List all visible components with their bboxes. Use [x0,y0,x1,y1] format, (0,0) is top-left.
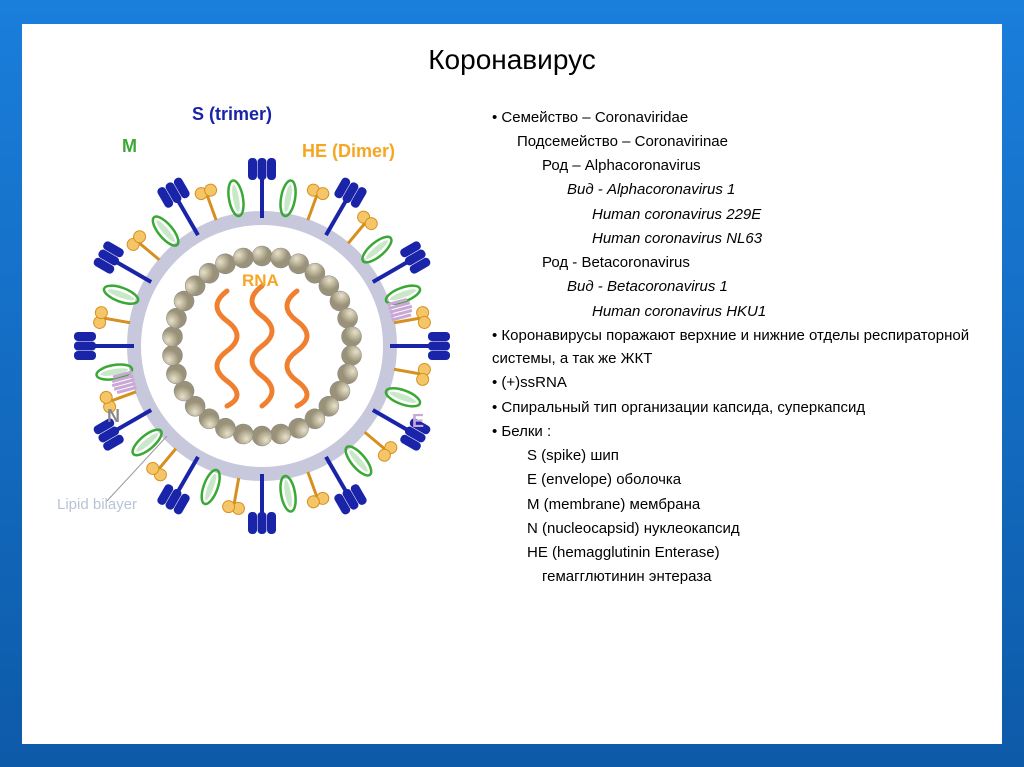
taxonomy-item: Род – Alphacoronavirus [492,154,972,177]
taxonomy-item: Human coronavirus HKU1 [492,300,972,323]
label-s-trimer: S (trimer) [192,104,272,125]
label-lipid-bilayer: Lipid bilayer [57,496,137,513]
label-m: M [122,136,137,157]
label-rna: RNA [242,271,279,291]
slide: Коронавирус S (trimer) M HE (Dimer) RNA … [22,24,1002,744]
protein-item: E (envelope) оболочка [492,468,972,491]
protein-item: M (membrane) мембрана [492,493,972,516]
proteins-list: S (spike) шипE (envelope) оболочкаM (mem… [492,444,972,589]
protein-item: HE (hemagglutinin Enterase) [492,541,972,564]
slide-title: Коронавирус [52,44,972,76]
label-n: N [107,406,120,427]
protein-item: S (spike) шип [492,444,972,467]
taxonomy-item: Подсемейство – Coronavirinae [492,130,972,153]
taxonomy-item: Human coronavirus 229E [492,203,972,226]
fact-item: Коронавирусы поражают верхние и нижние о… [492,324,972,371]
taxonomy-item: Human coronavirus NL63 [492,227,972,250]
taxonomy-item: Семейство – Coronaviridae [492,106,972,129]
fact-item: (+)ssRNA [492,371,972,394]
fact-item: Белки : [492,420,972,443]
label-he-dimer: HE (Dimer) [302,141,395,162]
taxonomy-item: Вид - Betacoronavirus 1 [492,275,972,298]
text-content: Семейство – CoronaviridaeПодсемейство – … [492,96,972,590]
content-row: S (trimer) M HE (Dimer) RNA N E Lipid bi… [52,96,972,590]
rna-coils [217,286,307,406]
taxonomy-item: Вид - Alphacoronavirus 1 [492,178,972,201]
facts-list: Коронавирусы поражают верхние и нижние о… [492,324,972,443]
label-e: E [412,411,424,432]
virus-diagram: S (trimer) M HE (Dimer) RNA N E Lipid bi… [52,96,472,576]
fact-item: Спиральный тип организации капсида, супе… [492,396,972,419]
protein-item: гемагглютинин энтераза [492,565,972,588]
taxonomy-item: Род - Betacoronavirus [492,251,972,274]
protein-item: N (nucleocapsid) нуклеокапсид [492,517,972,540]
taxonomy-list: Семейство – CoronaviridaeПодсемейство – … [492,106,972,323]
